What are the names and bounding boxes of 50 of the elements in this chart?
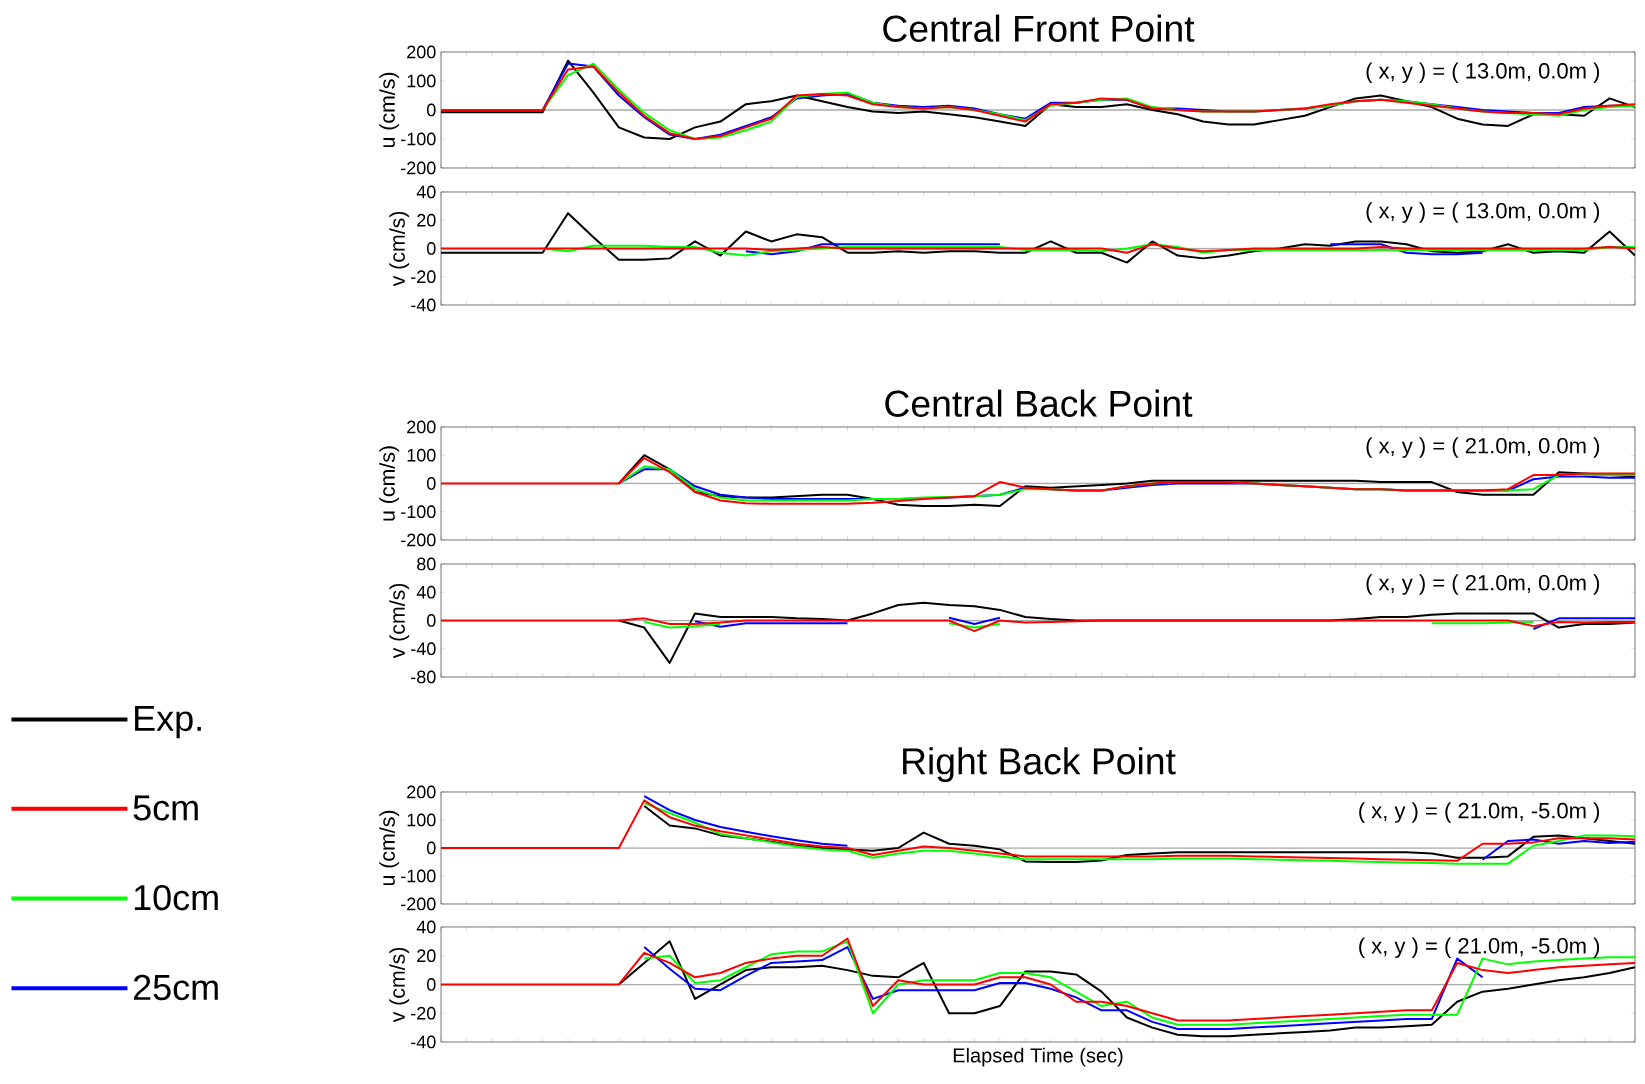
y-tick-label: 40 [416,920,436,934]
y-tick-label: -100 [401,869,436,883]
y-axis-title: u (cm/s) [379,72,400,148]
annotation: ( x, y ) = ( 21.0m, -5.0m ) [1359,937,1600,958]
y-tick-label: 0 [427,614,436,627]
y-tick-label: 80 [417,557,436,571]
annotation: ( x, y ) = ( 21.0m, 0.0m ) [1366,437,1600,458]
y-tick-label: 100 [407,74,436,88]
chart-title: Central Front Point [883,14,1195,42]
y-tick-label: 0 [426,978,436,991]
y-axis-title: v (cm/s) [389,947,410,1023]
y-tick-label: 20 [417,949,436,963]
annotation: ( x, y ) = ( 21.0m, -5.0m ) [1359,802,1600,823]
y-tick-label: -20 [411,270,436,284]
y-tick-label: 0 [427,841,436,855]
y-tick-label: -20 [411,1006,436,1020]
y-tick-label: 200 [407,785,436,799]
y-axis-title: v (cm/s) [389,211,410,287]
annotation: ( x, y ) = ( 21.0m, 0.0m ) [1366,574,1600,595]
y-axis-title: u (cm/s) [379,810,400,886]
legend-label: 5cm [133,795,198,821]
y-axis-title: u (cm/s) [379,446,400,521]
chart-title: Central Back Point [885,389,1193,417]
y-tick-label: -40 [411,1035,436,1049]
y-tick-label: 0 [427,103,436,117]
y-tick-label: 0 [427,477,436,490]
y-tick-label: 100 [407,813,436,827]
y-tick-label: -80 [411,670,436,684]
legend-label: 10cm [134,884,218,911]
legend-label: Exp. [135,706,201,739]
y-tick-label: -200 [401,161,436,175]
annotation: ( x, y ) = ( 13.0m, 0.0m ) [1366,62,1600,83]
y-tick-label: 200 [407,420,436,434]
y-tick-label: -40 [411,642,436,656]
y-tick-label: 40 [416,185,436,199]
y-tick-label: -200 [401,897,436,911]
y-tick-label: 200 [407,45,436,59]
y-tick-label: 100 [407,448,436,462]
y-tick-label: -200 [401,533,436,547]
legend-label: 25cm [133,974,218,1001]
annotation: ( x, y ) = ( 13.0m, 0.0m ) [1366,202,1600,223]
y-axis-title: v (cm/s) [389,583,410,659]
y-tick-label: -100 [401,505,436,519]
chart-title: Right Back Point [903,747,1176,782]
x-axis-title: Elapsed Time (sec) [953,1047,1123,1067]
y-tick-label: -100 [401,132,436,146]
y-tick-label: 0 [427,242,436,255]
y-tick-label: -40 [411,298,436,312]
y-tick-label: 40 [416,585,436,599]
y-tick-label: 20 [417,213,436,227]
